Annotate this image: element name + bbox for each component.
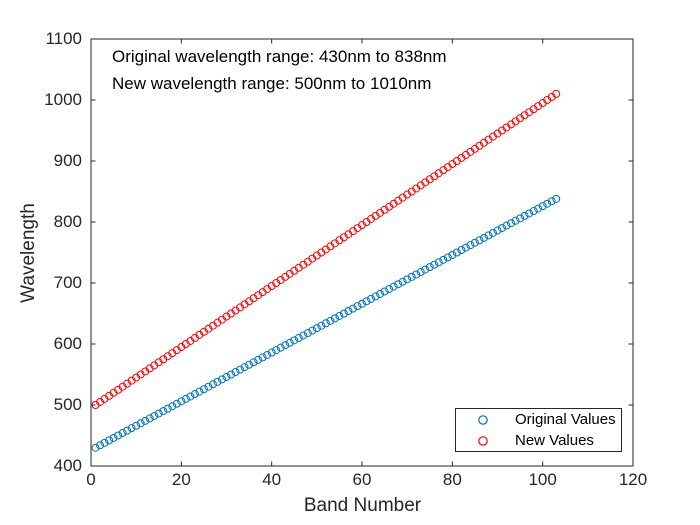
y-tick-label: 1100: [45, 29, 82, 48]
annotation-line-original: Original wavelength range: 430nm to 838n…: [112, 47, 447, 66]
x-tick-label: 20: [171, 470, 191, 489]
legend[interactable]: Original Values New Values: [455, 408, 622, 452]
x-tick-label: 40: [262, 470, 282, 489]
axes-box: [90, 38, 634, 467]
y-tick-label: 800: [53, 212, 82, 231]
x-tick-label: 80: [442, 470, 462, 489]
legend-entry-original[interactable]: Original Values: [456, 409, 621, 430]
series-original-markers: [91, 194, 561, 452]
x-tick-label: 100: [528, 470, 557, 489]
legend-label-original: Original Values: [515, 411, 616, 428]
x-tick-label: 60: [352, 470, 372, 489]
y-tick-label: 1000: [44, 90, 82, 109]
legend-new-circle-icon: [478, 435, 488, 446]
y-tick-label: 600: [53, 334, 82, 353]
legend-original-circle-icon: [478, 414, 488, 425]
y-tick-label: 700: [53, 273, 82, 292]
x-tick-label: 0: [86, 470, 96, 489]
y-tick-label: 900: [53, 151, 82, 170]
legend-entry-new[interactable]: New Values: [456, 430, 621, 451]
x-tick-label: 120: [618, 470, 648, 489]
legend-label-new: New Values: [515, 432, 594, 449]
x-axis-label: Band Number: [303, 495, 422, 516]
y-tick-label: 400: [53, 456, 82, 475]
annotation-line-new: New wavelength range: 500nm to 1010nm: [112, 73, 432, 93]
annotation-text-block: Original wavelength range: 430nm to 838n…: [112, 44, 447, 97]
series-new-markers: [91, 89, 561, 409]
y-tick-label: 500: [53, 395, 82, 414]
